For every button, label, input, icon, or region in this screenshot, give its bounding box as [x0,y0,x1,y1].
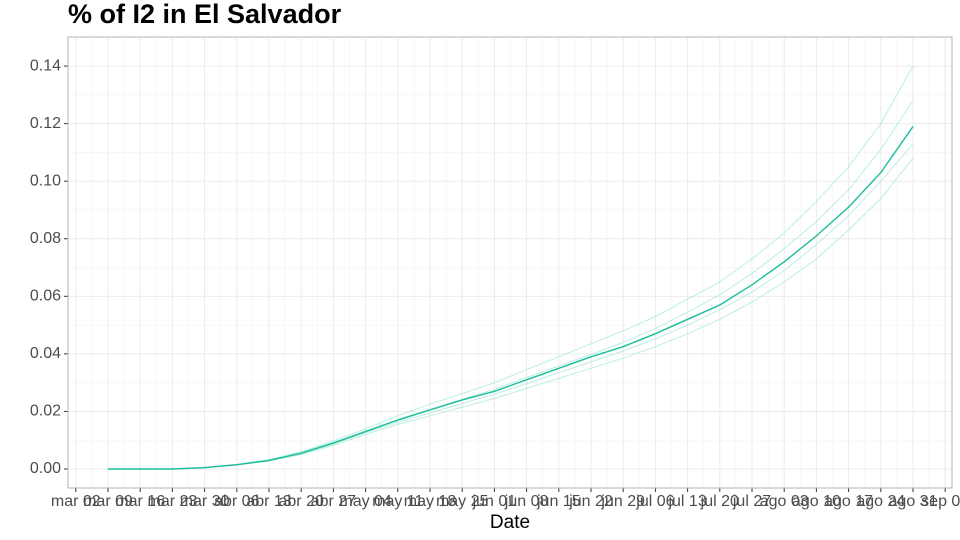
x-tick-label: ago 17 [824,493,873,510]
x-tick-label: jul 13 [667,493,706,510]
mean-line [108,126,914,470]
x-tick-label: may 11 [372,493,423,510]
x-tick-label: jun 22 [568,493,613,510]
x-tick-label: may 25 [436,493,489,510]
y-tick-label: 0.00 [30,460,61,477]
x-tick-label: may 18 [404,493,457,510]
x-tick-label: abr 06 [214,493,259,510]
x-tick-label: abr 27 [311,493,356,510]
x-tick-label: jul 20 [700,493,739,510]
y-tick-label: 0.14 [30,57,61,74]
x-tick-label: mar 09 [83,493,133,510]
x-tick-label: mar 23 [148,493,198,510]
x-tick-label: jun 29 [600,493,645,510]
y-tick-label: 0.06 [30,288,61,305]
x-tick-label: jun 01 [472,493,517,510]
x-tick-label: jun 15 [536,493,581,510]
plot-border [67,36,953,489]
x-tick-label: abr 20 [279,493,324,510]
x-tick-label: sep 07 [921,493,960,510]
y-tick-label: 0.02 [30,403,61,420]
x-tick-label: ago 03 [760,493,809,510]
x-tick-label: abr 13 [246,493,291,510]
x-tick-label: mar 16 [115,493,165,510]
x-tick-label: mar 30 [180,493,230,510]
x-tick-label: ago 24 [856,493,905,510]
y-tick-label: 0.08 [30,230,61,247]
x-tick-label: mar 02 [51,493,101,510]
x-tick-label: jul 27 [732,493,771,510]
x-axis-label: Date [490,512,530,533]
y-tick-label: 0.04 [30,345,61,362]
x-tick-label: ago 31 [889,493,938,510]
chart-title: % of I2 in El Salvador [68,0,342,29]
y-tick-label: 0.12 [30,115,61,132]
x-tick-label: ago 10 [792,493,841,510]
x-tick-label: jun 08 [504,493,549,510]
x-tick-label: jul 06 [635,493,674,510]
y-tick-label: 0.10 [30,172,61,189]
x-tick-label: may 04 [339,493,392,510]
